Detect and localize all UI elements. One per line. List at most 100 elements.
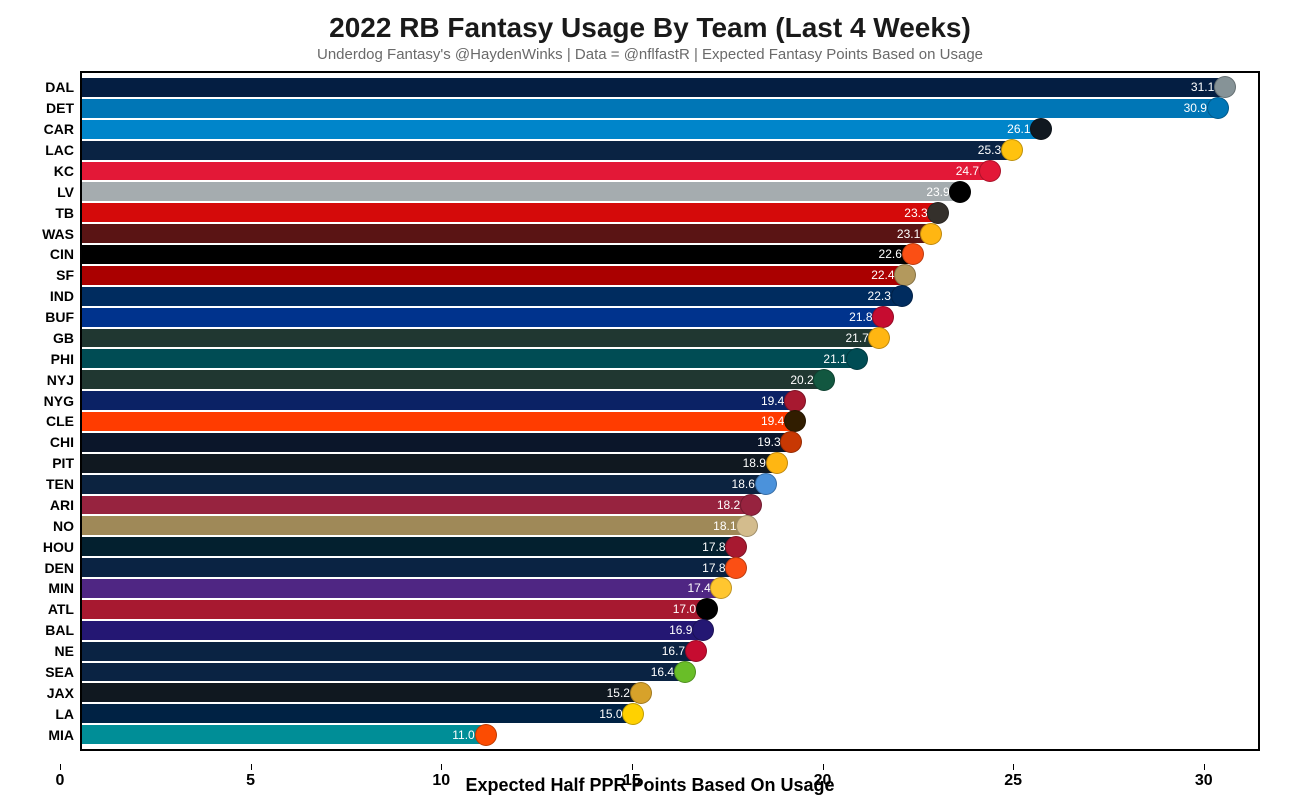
bar-row: PIT18.9 [82,453,1258,474]
team-logo-icon [630,682,652,704]
bar-value: 16.9 [669,623,692,637]
bar-row: MIA11.0 [82,724,1258,745]
bar-row: LA15.0 [82,703,1258,724]
bar-value: 24.7 [956,164,979,178]
bar [82,308,883,327]
x-tick-mark [1013,764,1014,770]
bar-value: 19.4 [761,414,784,428]
bar [82,683,641,702]
bar-value: 17.8 [702,561,725,575]
bar-value: 17.0 [673,602,696,616]
team-label: SEA [45,664,82,680]
bar [82,621,703,640]
team-label: TEN [46,476,82,492]
team-logo-icon [1001,139,1023,161]
bar [82,370,824,389]
team-label: BUF [45,309,82,325]
bar [82,349,857,368]
team-label: KC [54,163,82,179]
bar-value: 23.1 [897,227,920,241]
bar-value: 23.3 [904,206,927,220]
team-logo-icon [784,410,806,432]
bar-value: 17.4 [687,581,710,595]
bar-value: 15.2 [607,686,630,700]
team-logo-icon [674,661,696,683]
team-logo-icon [736,515,758,537]
bar [82,475,766,494]
team-logo-icon [872,306,894,328]
bar-row: CHI19.3 [82,432,1258,453]
bar [82,537,736,556]
bar-row: CIN22.6 [82,244,1258,265]
bar-row: NYJ20.2 [82,369,1258,390]
bar-row: HOU17.8 [82,536,1258,557]
bar-row: LV23.9 [82,181,1258,202]
team-label: PHI [51,351,82,367]
x-tick-mark [1204,764,1205,770]
team-logo-icon [725,557,747,579]
bar-row: SEA16.4 [82,662,1258,683]
team-logo-icon [766,452,788,474]
bar [82,162,990,181]
team-label: LA [55,706,82,722]
team-label: NO [53,518,82,534]
bar-value: 31.1 [1191,80,1214,94]
team-logo-icon [1214,76,1236,98]
team-label: BAL [45,622,82,638]
x-tick-mark [632,764,633,770]
team-label: MIA [48,727,82,743]
team-logo-icon [784,390,806,412]
bar-value: 19.3 [757,435,780,449]
bar [82,266,905,285]
bar [82,663,685,682]
bar-row: TEN18.6 [82,474,1258,495]
bar [82,704,633,723]
team-label: NYJ [47,372,82,388]
bar-row: DET30.9 [82,98,1258,119]
bar [82,579,721,598]
bar-value: 16.7 [662,644,685,658]
x-tick-mark [441,764,442,770]
team-logo-icon [868,327,890,349]
plot-area: DAL31.1DET30.9CAR26.1LAC25.3KC24.7LV23.9… [80,71,1260,751]
team-label: DET [46,100,82,116]
bar-value: 21.1 [823,352,846,366]
team-logo-icon [979,160,1001,182]
team-logo-icon [902,243,924,265]
bar-row: DEN17.8 [82,557,1258,578]
team-label: IND [50,288,82,304]
x-tick-mark [251,764,252,770]
bar-value: 22.6 [879,247,902,261]
bar-row: TB23.3 [82,202,1258,223]
bar-value: 16.4 [651,665,674,679]
bar-value: 15.0 [599,707,622,721]
team-label: SF [56,267,82,283]
team-label: WAS [42,226,82,242]
bar-row: ARI18.2 [82,495,1258,516]
bar-value: 18.1 [713,519,736,533]
bar-row: NYG19.4 [82,390,1258,411]
bar-value: 19.4 [761,394,784,408]
bar [82,516,747,535]
bar-value: 17.8 [702,540,725,554]
bar-value: 26.1 [1007,122,1030,136]
chart-container: 2022 RB Fantasy Usage By Team (Last 4 We… [0,0,1300,800]
bar [82,433,791,452]
bar-row: WAS23.1 [82,223,1258,244]
team-label: ATL [48,601,82,617]
bar [82,141,1012,160]
team-logo-icon [949,181,971,203]
team-label: ARI [50,497,82,513]
chart-subtitle: Underdog Fantasy's @HaydenWinks | Data =… [20,46,1280,63]
team-logo-icon [475,724,497,746]
bar-row: KC24.7 [82,161,1258,182]
bar-row: PHI21.1 [82,348,1258,369]
team-logo-icon [622,703,644,725]
bar [82,182,960,201]
team-logo-icon [692,619,714,641]
x-tick-mark [60,764,61,770]
team-label: CHI [50,434,82,450]
team-logo-icon [780,431,802,453]
team-label: CLE [46,413,82,429]
bar-value: 18.9 [743,456,766,470]
